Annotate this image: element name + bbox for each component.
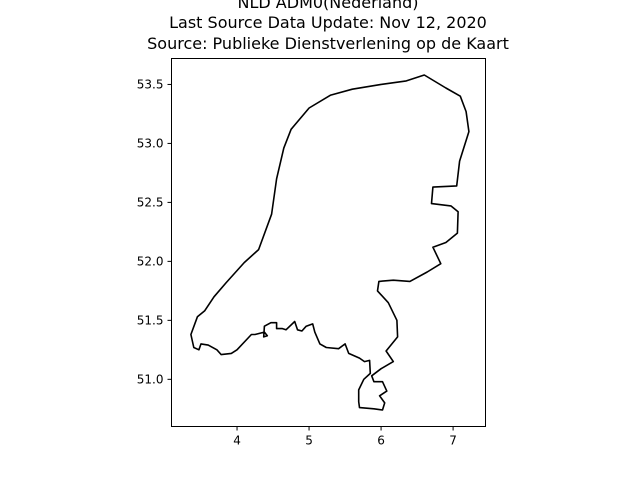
x-tick-label: 4	[233, 434, 241, 448]
y-tick-label: 52.0	[137, 254, 164, 268]
title-line-1: NLD ADM0(Nederland)	[238, 0, 419, 12]
y-tick-label: 52.5	[137, 195, 164, 209]
x-axis: 4 5 6 7	[233, 426, 457, 448]
x-tick-label: 7	[449, 434, 457, 448]
title-line-2: Last Source Data Update: Nov 12, 2020	[169, 13, 487, 32]
plot-area	[171, 58, 486, 427]
y-tick-label: 51.5	[137, 313, 164, 327]
x-tick-label: 6	[377, 434, 385, 448]
axes-frame	[171, 58, 486, 427]
country-boundary	[190, 74, 470, 411]
y-axis: 51.0 51.5 52.0 52.5 53.0 53.5	[137, 77, 172, 386]
y-tick-label: 53.5	[137, 77, 164, 91]
x-tick-label: 5	[305, 434, 313, 448]
y-tick-label: 51.0	[137, 372, 164, 386]
title-line-3: Source: Publieke Dienstverlening op de K…	[147, 34, 509, 53]
y-tick-label: 53.0	[137, 136, 164, 150]
